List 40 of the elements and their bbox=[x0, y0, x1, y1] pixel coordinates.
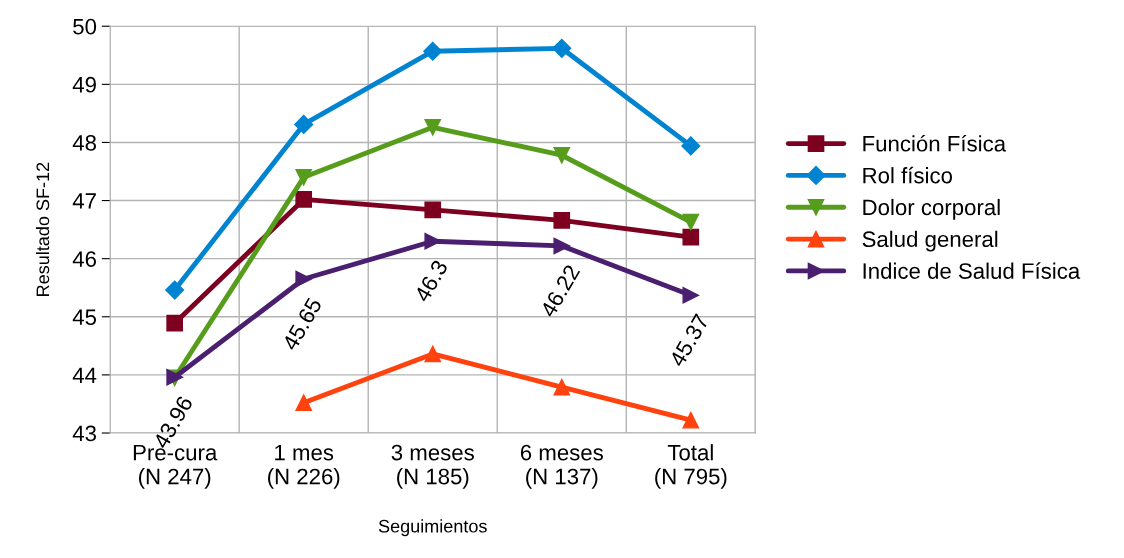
y-tick-label: 47 bbox=[72, 193, 96, 209]
point bbox=[553, 211, 571, 229]
legend-label: Función Física bbox=[863, 135, 1007, 152]
y-tick-label: 45 bbox=[72, 309, 97, 326]
y-tick-label: 49 bbox=[72, 76, 96, 93]
point bbox=[682, 213, 700, 231]
point bbox=[165, 280, 185, 300]
y-axis-title: Resultado SF-12 bbox=[35, 162, 50, 296]
legend-label: Indice de Salud Física bbox=[863, 262, 1081, 279]
point bbox=[294, 114, 314, 134]
point bbox=[553, 237, 571, 255]
legend-label: Salud general bbox=[862, 230, 998, 252]
y-tick-label: 46 bbox=[72, 251, 96, 267]
point bbox=[295, 394, 313, 412]
point bbox=[295, 270, 313, 288]
point bbox=[424, 345, 442, 363]
point bbox=[553, 146, 571, 164]
point bbox=[552, 38, 572, 58]
legend-label: Rol físico bbox=[863, 166, 953, 184]
y-tick-label: 48 bbox=[72, 134, 96, 151]
point bbox=[682, 411, 700, 429]
y-tick-label: 50 bbox=[73, 18, 97, 35]
x-tick-label: 6 meses (N 137) bbox=[520, 444, 603, 489]
point bbox=[682, 286, 700, 304]
point bbox=[553, 378, 571, 396]
point bbox=[681, 136, 701, 156]
point bbox=[682, 228, 700, 246]
point bbox=[424, 201, 442, 219]
point bbox=[295, 191, 313, 208]
x-axis-title: Seguimientos bbox=[378, 519, 487, 537]
y-tick-label: 44 bbox=[72, 367, 97, 383]
legend-label: Dolor corporal bbox=[863, 198, 1000, 220]
x-tick-label: 3 meses (N 185) bbox=[391, 444, 474, 489]
x-tick-label: Total (N 795) bbox=[655, 444, 727, 489]
point bbox=[424, 119, 442, 136]
point bbox=[295, 168, 313, 186]
point bbox=[423, 41, 443, 61]
point bbox=[166, 314, 184, 332]
y-tick-label: 43 bbox=[72, 425, 96, 442]
x-tick-label: 1 mes (N 226) bbox=[268, 444, 340, 489]
